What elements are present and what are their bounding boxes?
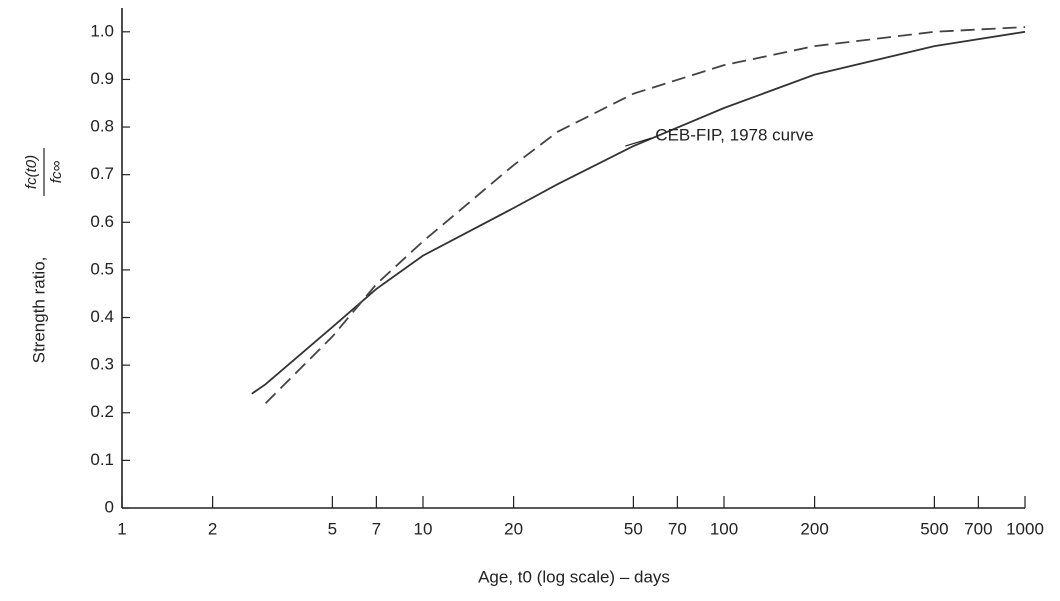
x-tick-label: 1000: [1006, 519, 1044, 538]
x-tick-label: 7: [372, 519, 381, 538]
y-tick-label: 0.2: [90, 402, 114, 421]
annotation: CEB-FIP, 1978 curve: [655, 126, 813, 145]
y-axis-label: Strength ratio,: [29, 257, 48, 364]
x-tick-label: 10: [414, 519, 433, 538]
x-tick-label: 20: [504, 519, 523, 538]
y-tick-label: 0: [105, 497, 114, 516]
annotation-leader: [625, 137, 652, 147]
line-series: [251, 30, 1026, 395]
y-tick-label: 0.6: [90, 212, 114, 231]
x-tick-label: 500: [920, 519, 948, 538]
y-tick-label: 0.5: [90, 259, 114, 278]
x-tick-label: 200: [800, 519, 828, 538]
x-tick-label: 50: [624, 519, 643, 538]
y-tick-label: 0.1: [90, 450, 114, 469]
x-tick-label: 5: [328, 519, 337, 538]
y-tick-label: 0.4: [90, 307, 114, 326]
x-tick-label: 100: [710, 519, 738, 538]
y-tick-label: 0.7: [90, 164, 114, 183]
y-tick-label: 0.3: [90, 355, 114, 374]
x-tick-label: 1: [117, 519, 126, 538]
y-tick-label: 0.9: [90, 69, 114, 88]
x-tick-label: 700: [964, 519, 992, 538]
y-axis-label-denominator: fc∞: [48, 161, 65, 184]
x-axis-label: Age, t0 (log scale) – days: [478, 567, 670, 586]
y-axis-label-numerator: fc(t0): [23, 155, 40, 189]
x-tick-label: 70: [668, 519, 687, 538]
y-tick-label: 0.8: [90, 117, 114, 136]
line-series: [264, 26, 1026, 404]
x-tick-label: 2: [208, 519, 217, 538]
y-tick-label: 1.0: [90, 21, 114, 40]
